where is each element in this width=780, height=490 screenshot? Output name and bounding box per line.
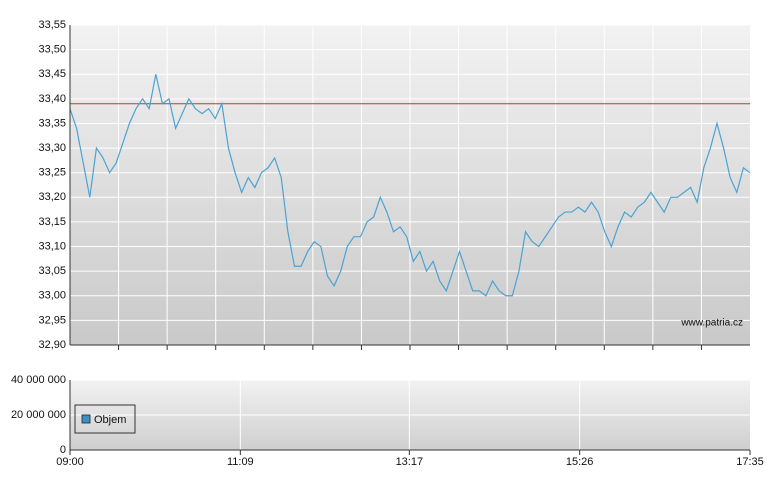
y-tick-label: 33,30 [38, 142, 66, 154]
y-tick-label: 33,35 [38, 117, 66, 129]
y-tick-label: 33,10 [38, 240, 66, 252]
watermark: www.patria.cz [680, 318, 743, 329]
x-tick-label: 13:17 [396, 456, 424, 468]
y-tick-label: 33,40 [38, 93, 66, 105]
legend-label: Objem [94, 414, 126, 426]
volume-y-tick-label: 0 [60, 444, 66, 456]
y-tick-label: 33,50 [38, 44, 66, 56]
legend-box [74, 404, 136, 434]
x-tick-label: 09:00 [56, 456, 84, 468]
volume-y-tick-label: 40 000 000 [11, 374, 66, 386]
price-line [69, 74, 751, 297]
y-tick-label: 33,55 [38, 19, 66, 31]
y-tick-label: 33,05 [38, 265, 66, 277]
y-tick-label: 32,95 [38, 314, 66, 326]
x-tick-label: 17:35 [736, 456, 764, 468]
y-tick-label: 33,15 [38, 216, 66, 228]
y-tick-label: 33,00 [38, 290, 66, 302]
y-tick-label: 32,90 [38, 339, 66, 351]
x-tick-label: 15:26 [566, 456, 594, 468]
y-tick-label: 33,20 [38, 191, 66, 203]
x-tick-label: 11:09 [227, 456, 254, 468]
legend-swatch [81, 414, 91, 424]
y-tick-label: 33,25 [38, 167, 66, 179]
volume-y-tick-label: 20 000 000 [11, 409, 66, 421]
y-tick-label: 33,45 [38, 68, 66, 80]
